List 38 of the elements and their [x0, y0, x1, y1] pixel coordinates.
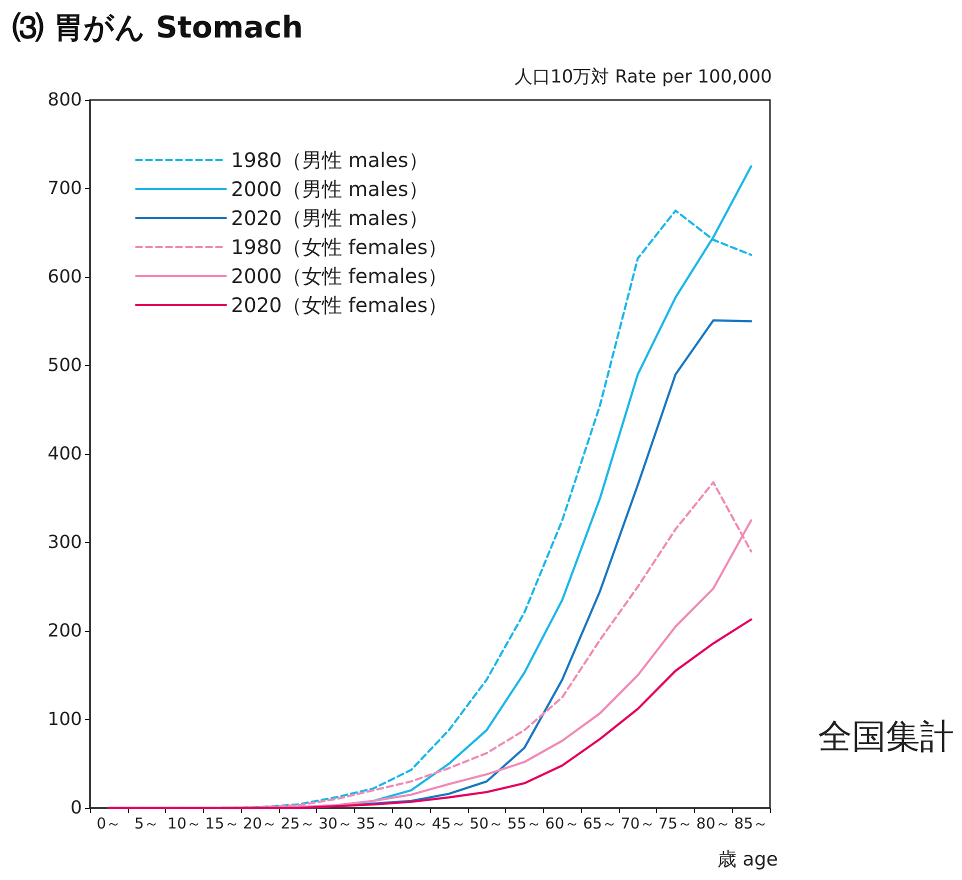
- x-tick-label: 0～: [96, 814, 122, 832]
- x-tick-label: 75～: [658, 814, 693, 832]
- y-tick-label: 300: [48, 532, 82, 553]
- y-tick-label: 700: [48, 178, 82, 199]
- x-tick-label: 55～: [507, 814, 542, 832]
- y-tick-label: 100: [48, 709, 82, 730]
- x-tick-label: 35～: [356, 814, 390, 832]
- x-tick-label: 50～: [470, 814, 504, 832]
- x-tick-label: 65～: [582, 814, 618, 832]
- x-tick-label: 30～: [318, 814, 353, 832]
- x-tick-label: 20～: [242, 814, 278, 832]
- legend-label: 2020（男性 males）: [231, 206, 428, 230]
- legend-label: 1980（男性 males）: [231, 148, 428, 172]
- x-tick-label: 5～: [134, 814, 159, 832]
- chart-title: ⑶ 胃がん Stomach: [12, 10, 304, 46]
- y-tick-label: 200: [48, 620, 82, 642]
- x-tick-label: 15～: [205, 814, 240, 832]
- x-tick-label: 25～: [280, 814, 315, 832]
- line-series: [108, 618, 752, 810]
- y-tick-label: 400: [48, 444, 82, 464]
- y-tick-label: 0: [70, 798, 82, 818]
- x-tick-label: 10～: [167, 814, 202, 832]
- x-tick-label: 70～: [620, 814, 655, 832]
- x-tick-label: 85～: [734, 814, 768, 832]
- legend-label: 1980（女性 females）: [231, 235, 448, 259]
- text: 全国集計: [818, 717, 954, 757]
- y-tick-label: 800: [48, 90, 82, 110]
- x-axis-title: 歳 age: [718, 848, 778, 870]
- legend-label: 2020（女性 females）: [231, 293, 448, 317]
- legend-label: 2000（男性 males）: [231, 177, 428, 201]
- y-axis-title: 人口10万対 Rate per 100,000: [514, 66, 772, 88]
- y-tick-label: 600: [48, 266, 82, 288]
- x-tick-label: 60～: [545, 814, 580, 832]
- legend-label: 2000（女性 females）: [231, 264, 448, 288]
- x-tick-label: 45～: [432, 814, 466, 832]
- x-tick-label: 80～: [696, 814, 730, 832]
- y-tick-label: 500: [48, 355, 82, 376]
- x-tick-label: 40～: [394, 814, 428, 832]
